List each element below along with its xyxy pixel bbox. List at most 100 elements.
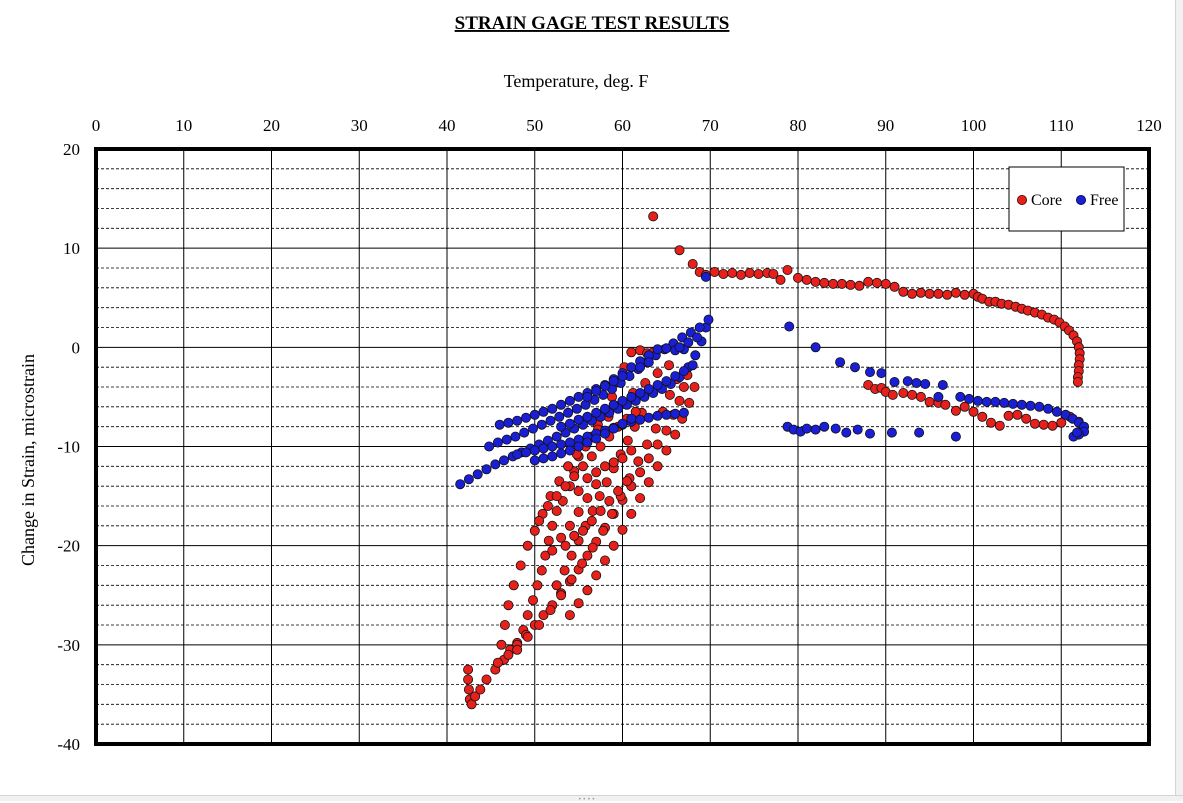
point-free (865, 367, 876, 378)
point-free (674, 342, 685, 353)
point-core (863, 276, 874, 287)
point-core (898, 286, 909, 297)
point-free (501, 434, 512, 445)
point-free (564, 395, 575, 406)
point-free (850, 362, 861, 373)
x-tick-label: 0 (92, 116, 101, 135)
point-core (542, 500, 553, 511)
point-free (547, 441, 558, 452)
point-core (635, 493, 646, 504)
point-core (512, 644, 523, 655)
point-free (911, 377, 922, 388)
point-core (534, 515, 545, 526)
point-free (591, 433, 602, 444)
point-core (664, 389, 675, 400)
point-free (643, 357, 654, 368)
point-free (920, 378, 931, 389)
point-core (736, 269, 747, 280)
point-core (709, 266, 720, 277)
point-free (670, 408, 681, 419)
point-core (566, 574, 577, 585)
point-free (626, 391, 637, 402)
point-free (670, 371, 681, 382)
point-core (522, 610, 533, 621)
point-core (582, 585, 593, 596)
point-core (515, 560, 526, 571)
point-core (986, 417, 997, 428)
series-free (455, 271, 1090, 490)
point-free (972, 395, 983, 406)
point-free (886, 427, 897, 438)
point-free (635, 414, 646, 425)
point-free (529, 409, 540, 420)
point-core (569, 530, 580, 541)
point-core (845, 279, 856, 290)
point-core (924, 396, 935, 407)
point-free (1072, 427, 1083, 438)
point-core (598, 525, 609, 536)
point-free (608, 399, 619, 410)
point-core (727, 267, 738, 278)
window-bottom-edge (0, 795, 1183, 801)
point-free (1034, 401, 1045, 412)
point-core (560, 540, 571, 551)
point-core (551, 491, 562, 502)
point-free (519, 427, 530, 438)
point-core (635, 467, 646, 478)
point-free (528, 423, 539, 434)
y-tick-label: -10 (57, 438, 80, 457)
point-core (587, 542, 598, 553)
point-core (621, 476, 632, 487)
point-free (472, 469, 483, 480)
resize-grip-icon[interactable]: •••• (578, 796, 597, 803)
series-core (463, 211, 1089, 710)
point-free (503, 417, 514, 428)
point-core (650, 423, 661, 434)
point-free (830, 423, 841, 434)
point-core (819, 277, 830, 288)
point-free (819, 421, 830, 432)
point-free (512, 415, 523, 426)
point-free (933, 391, 944, 402)
point-free (999, 397, 1010, 408)
point-core (768, 268, 779, 279)
point-free (661, 343, 672, 354)
point-free (678, 407, 689, 418)
point-core (626, 445, 637, 456)
point-core (608, 540, 619, 551)
point-free (784, 321, 795, 332)
point-core (959, 289, 970, 300)
point-free (571, 403, 582, 414)
point-core (573, 598, 584, 609)
point-core (617, 453, 628, 464)
point-free (551, 431, 562, 442)
point-core (586, 515, 597, 526)
point-core (496, 639, 507, 650)
point-free (608, 423, 619, 434)
point-free (1016, 399, 1027, 410)
point-core (492, 657, 503, 668)
point-free (889, 376, 900, 387)
point-core (782, 264, 793, 275)
point-free (617, 371, 628, 382)
point-free (810, 342, 821, 353)
point-core (475, 684, 486, 695)
point-free (563, 407, 574, 418)
point-core (540, 550, 551, 561)
legend-core-marker (1017, 194, 1028, 205)
y-tick-label: -30 (57, 636, 80, 655)
point-free (564, 418, 575, 429)
window-right-edge (1175, 0, 1183, 801)
point-core (643, 453, 654, 464)
point-core (551, 580, 562, 591)
point-free (955, 391, 966, 402)
point-core (661, 445, 672, 456)
point-core (578, 525, 589, 536)
point-core (652, 439, 663, 450)
point-core (586, 451, 597, 462)
point-core (604, 495, 615, 506)
point-free (494, 419, 505, 430)
x-tick-label: 40 (439, 116, 456, 135)
x-tick-label: 100 (961, 116, 987, 135)
